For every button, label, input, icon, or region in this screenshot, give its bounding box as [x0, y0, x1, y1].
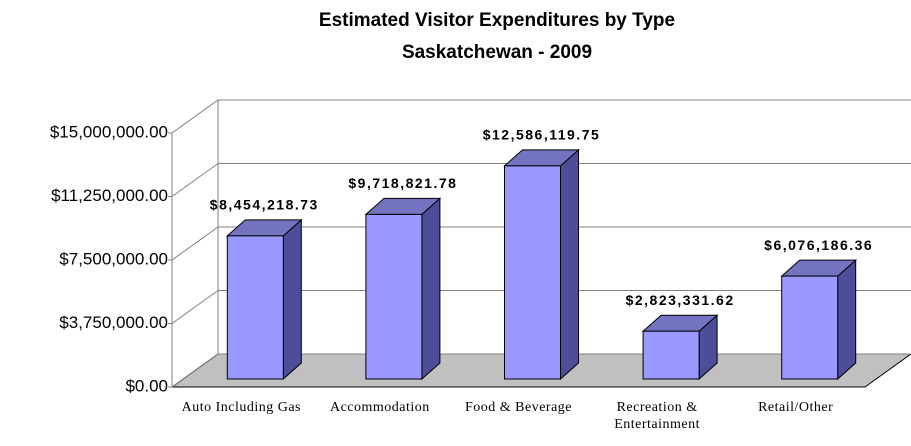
bar-side — [837, 258, 857, 381]
bar — [226, 235, 284, 380]
bar — [504, 165, 561, 380]
grid-line — [171, 226, 219, 261]
x-tick-label: Food & Beverage — [464, 400, 573, 415]
bar — [642, 330, 700, 380]
bar — [781, 275, 839, 380]
chart-title: Estimated Visitor Expenditures by Type — [319, 10, 675, 31]
bar-side — [560, 148, 579, 381]
grid-line — [171, 290, 219, 324]
y-tick-label: $0.00 — [125, 376, 168, 395]
grid-line — [171, 353, 219, 388]
chart-subtitle: Saskatchewan - 2009 — [402, 42, 592, 63]
value-label: $9,718,821.78 — [348, 175, 457, 191]
y-tick-label: $3,750,000.00 — [59, 313, 168, 332]
grid-line — [171, 163, 219, 197]
value-label: $12,586,119.75 — [483, 127, 601, 143]
value-label: $2,823,331.62 — [626, 292, 735, 308]
grid-line — [171, 99, 219, 134]
y-tick-label: $11,250,000.00 — [51, 186, 168, 205]
value-label: $8,454,218.73 — [210, 197, 319, 213]
y-tick-label: $15,000,000.00 — [50, 122, 168, 141]
bar-side — [421, 197, 441, 381]
value-label: $6,076,186.36 — [764, 237, 873, 253]
bar-side — [282, 218, 302, 381]
bar — [365, 213, 423, 380]
x-tick-label: Retail/Other — [758, 400, 834, 415]
x-tick-label: Auto Including Gas — [181, 400, 302, 415]
y-tick-label: $7,500,000.00 — [59, 249, 168, 268]
x-tick-label: Accommodation — [329, 400, 430, 415]
x-tick-label: Recreation & Entertainment — [614, 400, 700, 432]
